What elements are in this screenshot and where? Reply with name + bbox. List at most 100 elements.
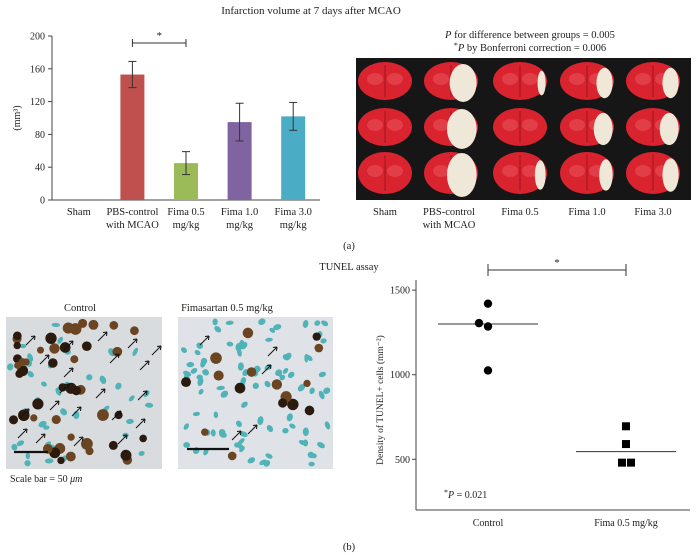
- arrow-indicator: [63, 367, 74, 378]
- infarct-region: [596, 67, 613, 99]
- normal-cell: [180, 347, 187, 353]
- pvalue-bonferroni-annotation: *P by Bonferroni correction = 0.006: [454, 41, 606, 54]
- normal-cell: [252, 382, 259, 390]
- tunel-positive-cell: [120, 449, 132, 461]
- x-category-label: Control: [473, 518, 504, 529]
- normal-cell: [132, 347, 139, 356]
- normal-cell: [186, 361, 195, 368]
- normal-cell: [273, 324, 282, 331]
- brain-highlight: [502, 119, 518, 131]
- tunel-positive-cell: [246, 367, 257, 377]
- normal-cell: [200, 357, 208, 365]
- infarct-region: [659, 112, 679, 146]
- arrow-indicator: [117, 434, 128, 445]
- tunel-positive-cell: [109, 320, 119, 330]
- arrow-indicator: [137, 390, 148, 401]
- micrograph-title-control: Control: [64, 303, 96, 314]
- normal-cell: [314, 320, 321, 326]
- normal-cell: [38, 420, 47, 428]
- tunel-positive-cell: [108, 440, 118, 450]
- data-point: [618, 458, 626, 467]
- pvalue-symbol: P: [447, 490, 454, 501]
- infarct-region: [446, 109, 477, 149]
- arrow-indicator: [267, 346, 278, 357]
- arrow-indicator: [127, 338, 138, 349]
- normal-cell: [287, 371, 295, 379]
- tunel-positive-cell: [65, 382, 77, 394]
- normal-cell: [266, 425, 274, 433]
- data-point: [474, 318, 484, 328]
- normal-cell: [212, 318, 218, 326]
- normal-cell: [308, 461, 315, 467]
- brain-highlight: [522, 73, 538, 85]
- tunel-positive-cell: [57, 456, 65, 465]
- y-tick-label: 160: [30, 64, 45, 75]
- normal-cell: [304, 353, 309, 363]
- brain-label-pbs-control: PBS-control: [423, 207, 475, 218]
- normal-cell: [237, 438, 245, 445]
- normal-cell: [302, 439, 309, 447]
- brain-highlight: [502, 73, 518, 85]
- arrow-head: [22, 428, 28, 434]
- arrow-head: [54, 400, 60, 406]
- arrow-head: [204, 335, 210, 341]
- tunel-positive-cell: [114, 411, 123, 420]
- normal-cell: [214, 326, 222, 333]
- normal-cell: [237, 362, 244, 371]
- tunel-positive-cell: [15, 369, 24, 378]
- tunel-positive-cell: [314, 343, 324, 353]
- tunel-positive-cell: [112, 346, 123, 357]
- normal-cell: [275, 369, 283, 376]
- normal-cell: [57, 336, 64, 344]
- arrow-head: [24, 408, 30, 414]
- y-tick-label: 80: [35, 130, 45, 141]
- normal-cell: [297, 384, 306, 392]
- tunel-positive-cell: [30, 414, 38, 422]
- tunel-positive-cell: [97, 409, 109, 421]
- normal-cell: [51, 322, 61, 327]
- tunel-positive-cell: [45, 332, 57, 344]
- category-label: Fima 3.0: [275, 207, 312, 218]
- arrow-head: [64, 383, 70, 389]
- normal-cell: [321, 320, 328, 326]
- micrograph-fimasartan: [178, 317, 333, 469]
- brain-highlight: [367, 165, 383, 177]
- arrow-indicator: [71, 406, 82, 417]
- tunel-positive-cell: [14, 361, 22, 369]
- tunel-positive-cell: [22, 358, 30, 366]
- arrow-head: [40, 433, 46, 439]
- category-label: Fima 1.0: [221, 207, 258, 218]
- normal-cell: [126, 418, 134, 425]
- tunel-positive-cell: [287, 398, 299, 411]
- pvalue-star: *: [444, 488, 448, 497]
- tunel-positive-cell: [13, 331, 22, 341]
- tunel-positive-cell: [18, 409, 30, 422]
- normal-cell: [183, 442, 191, 448]
- brain-label-fima05: Fima 0.5: [501, 207, 538, 218]
- tunel-positive-cell: [9, 415, 19, 425]
- arrow-head: [100, 388, 106, 394]
- tunel-positive-cell: [69, 323, 82, 335]
- data-point: [622, 440, 630, 449]
- scale-bar-caption: Scale bar = 50 μm: [10, 474, 82, 485]
- arrow-head: [102, 331, 108, 337]
- normal-cell: [282, 367, 289, 374]
- y-axis-label: (mm³): [12, 105, 23, 130]
- arrow-indicator: [39, 354, 50, 365]
- arrow-head: [252, 424, 258, 430]
- normal-cell: [115, 382, 122, 390]
- normal-cell: [202, 369, 210, 376]
- pvalue-groups-text: for difference between groups = 0.005: [451, 30, 614, 41]
- tunel-positive-cell: [201, 428, 209, 436]
- normal-cell: [16, 440, 25, 447]
- pvalue-symbol: P: [444, 30, 452, 41]
- tunel-positive-cell: [234, 382, 246, 394]
- normal-cell: [302, 320, 309, 328]
- normal-cell: [324, 421, 331, 430]
- arrow-indicator: [95, 388, 106, 399]
- y-tick-label: 200: [30, 32, 45, 43]
- brain-highlight: [635, 165, 651, 177]
- brain-label-fima30: Fima 3.0: [634, 207, 671, 218]
- brain-highlight: [433, 119, 449, 131]
